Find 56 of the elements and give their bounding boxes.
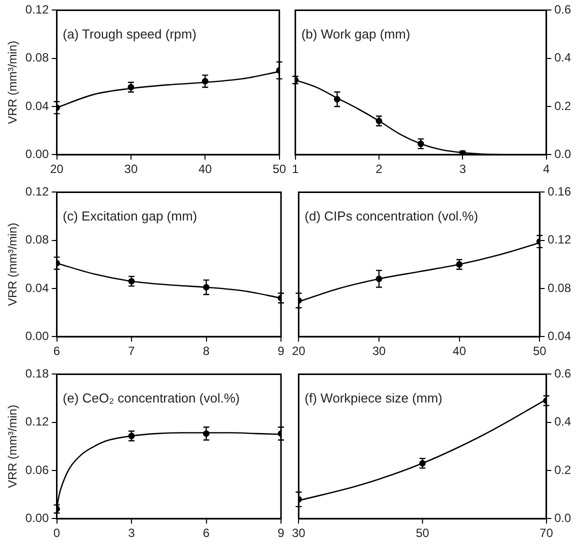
y-tick-label: 0.08: [25, 50, 50, 65]
y-tick-label: 0.04: [25, 280, 50, 295]
y2-tick-label: 0.2: [554, 98, 572, 113]
y2-tick-label: 0.6: [554, 366, 572, 381]
y-tick-label: 0.12: [25, 414, 50, 429]
y-tick-label: 0.00: [25, 510, 50, 525]
y2-tick-label: 0.08: [548, 280, 572, 295]
x-tick-label: 70: [540, 526, 554, 540]
y2-tick-label: 0.4: [554, 50, 572, 65]
y2-tick-label: 0.0: [554, 146, 572, 161]
x-tick-label: 2: [376, 162, 383, 176]
x-tick-label: 1: [292, 162, 299, 176]
x-tick-label: 50: [416, 526, 430, 540]
y2-tick-label: 0.12: [548, 232, 572, 247]
text: (c) Excitation gap (mm): [62, 208, 198, 224]
y-tick-label: 0.00: [25, 146, 50, 161]
x-tick-label: 30: [372, 344, 386, 358]
x-tick-label: 30: [124, 162, 138, 176]
y2-tick-label: 0.0: [554, 510, 572, 525]
y-tick-label: 0.00: [25, 328, 50, 343]
x-tick-label: 30: [292, 526, 306, 540]
x-tick-label: 8: [202, 344, 210, 358]
x-tick-label: 9: [278, 344, 285, 358]
y2-tick-label: 0.16: [548, 184, 572, 199]
x-tick-label: 20: [292, 344, 306, 358]
x-tick-label: 3: [459, 162, 466, 176]
x-tick-label: 4: [542, 162, 550, 176]
y2-tick-label: 0.04: [548, 328, 572, 343]
y-axis-title: VRR (mm³/min): [6, 404, 20, 488]
text: (d) CIPs concentration (vol.%): [304, 208, 478, 224]
x-tick-label: 40: [198, 162, 212, 176]
y-tick-label: 0.08: [25, 232, 50, 247]
x-tick-label: 7: [128, 344, 136, 358]
text: (f) Workpiece size (mm): [304, 390, 442, 406]
y2-tick-label: 0.4: [554, 414, 572, 429]
x-tick-label: 9: [278, 526, 285, 540]
y2-tick-label: 0.6: [554, 2, 572, 17]
y-axis-title: VRR (mm³/min): [6, 222, 20, 306]
y-tick-label: 0.04: [25, 98, 50, 113]
text: (b) Work gap (mm): [301, 26, 410, 42]
y-tick-label: 0.12: [25, 184, 50, 199]
x-tick-label: 50: [532, 344, 547, 358]
y-axis-title: VRR (mm³/min): [6, 40, 20, 124]
text: (e) CeO₂ concentration (vol.%): [62, 390, 240, 406]
x-tick-label: 6: [53, 344, 60, 358]
y-tick-label: 0.18: [25, 366, 50, 381]
x-tick-label: 3: [128, 526, 136, 540]
x-tick-label: 6: [202, 526, 210, 540]
y2-tick-label: 0.2: [554, 462, 572, 477]
x-tick-label: 20: [50, 162, 64, 176]
x-tick-label: 0: [53, 526, 60, 540]
x-tick-label: 40: [452, 344, 466, 358]
y-tick-label: 0.12: [25, 2, 50, 17]
x-tick-label: 50: [272, 162, 286, 176]
text: (a) Trough speed (rpm): [62, 26, 196, 42]
y-tick-label: 0.06: [25, 462, 50, 477]
